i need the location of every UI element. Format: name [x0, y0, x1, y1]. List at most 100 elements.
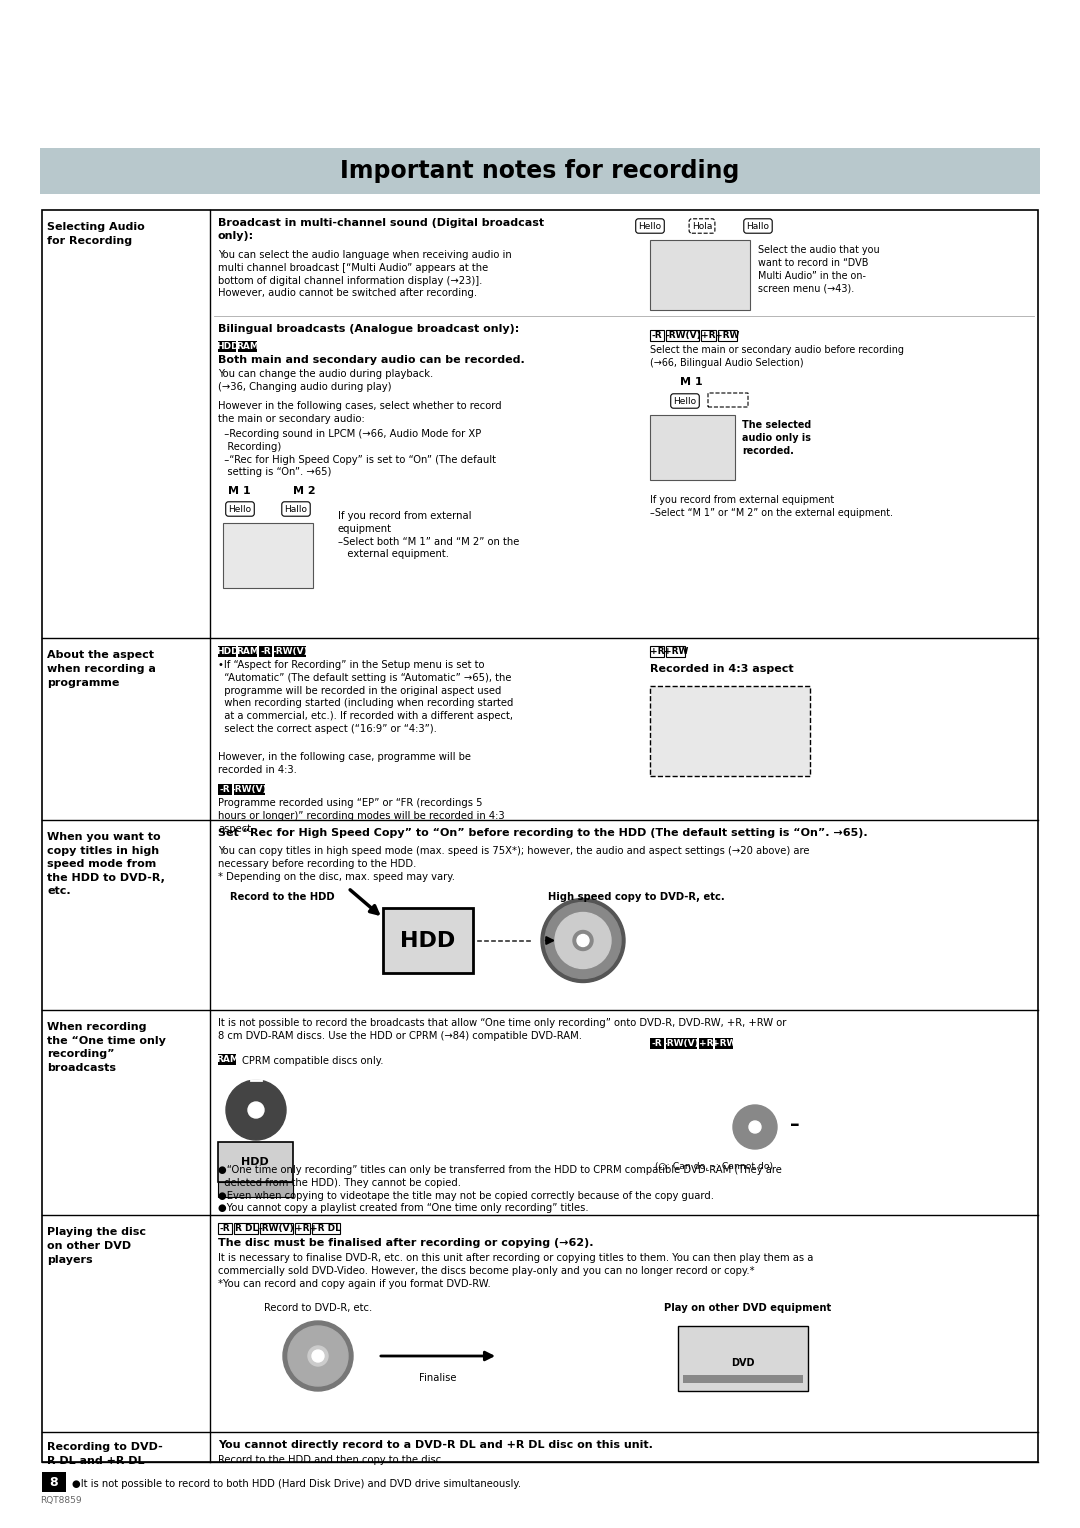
Text: When recording
the “One time only
recording”
broadcasts: When recording the “One time only record…: [48, 1022, 166, 1073]
FancyBboxPatch shape: [234, 1222, 258, 1235]
FancyBboxPatch shape: [260, 1222, 293, 1235]
FancyBboxPatch shape: [650, 686, 810, 776]
Text: Select the audio that you
want to record in “DVB
Multi Audio” in the on-
screen : Select the audio that you want to record…: [758, 244, 879, 293]
FancyBboxPatch shape: [650, 330, 664, 341]
Text: Hello: Hello: [674, 396, 697, 405]
Text: +R: +R: [650, 646, 664, 656]
FancyBboxPatch shape: [666, 646, 686, 657]
FancyBboxPatch shape: [222, 523, 313, 588]
Text: M 1: M 1: [228, 486, 251, 497]
FancyBboxPatch shape: [218, 1141, 293, 1183]
Text: -R: -R: [651, 1039, 662, 1048]
Circle shape: [545, 903, 621, 978]
FancyBboxPatch shape: [383, 908, 473, 973]
FancyBboxPatch shape: [650, 646, 664, 657]
Text: -R: -R: [219, 785, 230, 795]
Text: Both main and secondary audio can be recorded.: Both main and secondary audio can be rec…: [218, 354, 525, 365]
Text: R DL: R DL: [234, 1224, 258, 1233]
Text: If you record from external equipment
–Select “M 1” or “M 2” on the external equ: If you record from external equipment –S…: [650, 495, 893, 518]
Text: RAM: RAM: [235, 342, 259, 351]
Text: +R: +R: [699, 1039, 714, 1048]
Circle shape: [573, 931, 593, 950]
FancyBboxPatch shape: [650, 416, 735, 480]
FancyBboxPatch shape: [295, 1222, 310, 1235]
Text: It is necessary to finalise DVD-R, etc. on this unit after recording or copying : It is necessary to finalise DVD-R, etc. …: [218, 1253, 813, 1288]
FancyBboxPatch shape: [239, 646, 257, 657]
Text: Hallo: Hallo: [284, 504, 308, 513]
Text: 8: 8: [50, 1476, 58, 1488]
Text: -RW(V): -RW(V): [232, 785, 268, 795]
Text: -R: -R: [260, 646, 271, 656]
FancyBboxPatch shape: [42, 1471, 66, 1491]
Text: Finalise: Finalise: [419, 1374, 457, 1383]
Text: Recording to DVD-
R DL and +R DL: Recording to DVD- R DL and +R DL: [48, 1442, 163, 1465]
Text: –: –: [789, 1114, 799, 1134]
Text: –Recording sound in LPCM (→66, Audio Mode for XP
   Recording)
  –“Rec for High : –Recording sound in LPCM (→66, Audio Mod…: [218, 429, 496, 477]
Text: You can change the audio during playback.
(→36, Changing audio during play): You can change the audio during playback…: [218, 368, 433, 391]
FancyBboxPatch shape: [218, 1183, 293, 1196]
FancyBboxPatch shape: [218, 1054, 237, 1065]
Text: CPRM compatible discs only.: CPRM compatible discs only.: [242, 1056, 383, 1067]
FancyBboxPatch shape: [218, 784, 232, 795]
Text: Programme recorded using “EP” or “FR (recordings 5
hours or longer)” recording m: Programme recorded using “EP” or “FR (re…: [218, 798, 504, 834]
Text: •If “Aspect for Recording” in the Setup menu is set to
  “Automatic” (The defaul: •If “Aspect for Recording” in the Setup …: [218, 660, 513, 733]
Text: +RW: +RW: [712, 1039, 737, 1048]
Text: Record to DVD-R, etc.: Record to DVD-R, etc.: [264, 1303, 373, 1313]
Text: -R: -R: [220, 1224, 230, 1233]
Text: HDD: HDD: [216, 646, 239, 656]
Circle shape: [541, 898, 625, 983]
Text: M 1: M 1: [680, 377, 703, 387]
FancyBboxPatch shape: [218, 646, 237, 657]
Circle shape: [411, 1122, 424, 1132]
FancyBboxPatch shape: [700, 1038, 713, 1050]
Circle shape: [226, 1080, 286, 1140]
Text: -RW(V): -RW(V): [272, 646, 308, 656]
FancyBboxPatch shape: [40, 148, 1040, 194]
Text: RAM: RAM: [216, 1054, 239, 1063]
Text: Bilingual broadcasts (Analogue broadcast only):: Bilingual broadcasts (Analogue broadcast…: [218, 324, 519, 335]
Text: If you record from external
equipment
–Select both “M 1” and “M 2” on the
   ext: If you record from external equipment –S…: [338, 510, 519, 559]
Circle shape: [577, 935, 589, 946]
Text: -RW(V): -RW(V): [259, 1224, 295, 1233]
Text: -RW(V): -RW(V): [664, 1039, 700, 1048]
Text: Select the main or secondary audio before recording
(→66, Bilingual Audio Select: Select the main or secondary audio befor…: [650, 345, 904, 368]
Text: -R: -R: [652, 332, 662, 341]
FancyBboxPatch shape: [274, 646, 306, 657]
Text: Selecting Audio
for Recording: Selecting Audio for Recording: [48, 222, 145, 246]
Circle shape: [308, 1346, 328, 1366]
Text: RAM: RAM: [235, 646, 259, 656]
Text: HDD: HDD: [216, 342, 239, 351]
FancyBboxPatch shape: [258, 646, 272, 657]
Text: Broadcast in multi-channel sound (Digital broadcast
only):: Broadcast in multi-channel sound (Digita…: [218, 219, 544, 241]
Text: The selected
audio only is
recorded.: The selected audio only is recorded.: [742, 420, 811, 455]
FancyBboxPatch shape: [650, 240, 750, 310]
Text: Important notes for recording: Important notes for recording: [340, 159, 740, 183]
Circle shape: [555, 912, 611, 969]
Circle shape: [750, 1122, 761, 1132]
Text: Record to the HDD: Record to the HDD: [230, 892, 335, 902]
FancyBboxPatch shape: [718, 330, 737, 341]
Text: Record to the HDD and then copy to the disc.: Record to the HDD and then copy to the d…: [218, 1455, 445, 1465]
Text: M 2: M 2: [293, 486, 315, 497]
Circle shape: [248, 1102, 264, 1118]
Text: Playing the disc
on other DVD
players: Playing the disc on other DVD players: [48, 1227, 146, 1265]
Text: Hello: Hello: [229, 504, 252, 513]
Text: DVD: DVD: [731, 1358, 755, 1369]
Text: You can copy titles in high speed mode (max. speed is 75X*); however, the audio : You can copy titles in high speed mode (…: [218, 847, 810, 882]
FancyBboxPatch shape: [218, 341, 237, 351]
Text: Hello: Hello: [638, 222, 662, 231]
FancyBboxPatch shape: [701, 330, 716, 341]
Circle shape: [283, 1322, 353, 1390]
Circle shape: [396, 1105, 440, 1149]
Text: HDD: HDD: [241, 1157, 269, 1167]
Text: Set “Rec for High Speed Copy” to “On” before recording to the HDD (The default s: Set “Rec for High Speed Copy” to “On” be…: [218, 828, 867, 837]
FancyBboxPatch shape: [715, 1038, 733, 1050]
FancyBboxPatch shape: [311, 1222, 340, 1235]
FancyBboxPatch shape: [678, 1326, 808, 1390]
Text: Hola: Hola: [692, 222, 712, 231]
Text: When you want to
copy titles in high
speed mode from
the HDD to DVD-R,
etc.: When you want to copy titles in high spe…: [48, 833, 165, 897]
Text: However in the following cases, select whether to record
the main or secondary a: However in the following cases, select w…: [218, 400, 501, 423]
FancyBboxPatch shape: [683, 1375, 804, 1383]
Circle shape: [733, 1105, 777, 1149]
Text: You can select the audio language when receiving audio in
multi channel broadcas: You can select the audio language when r…: [218, 251, 512, 298]
